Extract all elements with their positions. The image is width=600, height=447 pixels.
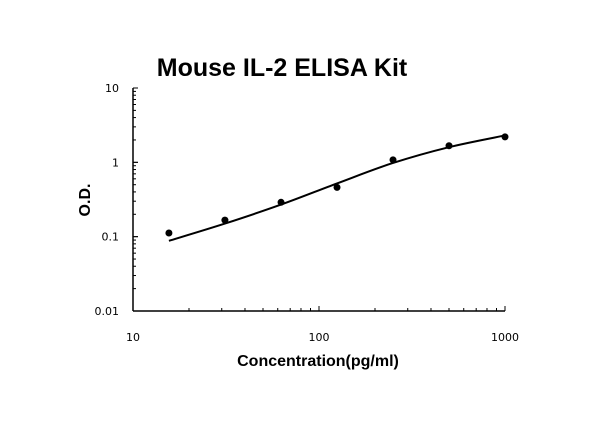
data-point xyxy=(221,216,229,224)
y-tick-label: 1 xyxy=(112,156,119,169)
data-points xyxy=(165,133,509,237)
y-tick-label: 0.01 xyxy=(95,305,120,318)
x-tick-label: 10 xyxy=(126,331,140,344)
y-axis-ticks xyxy=(133,87,138,312)
data-point xyxy=(445,142,453,150)
x-axis-tick-labels: 10 100 1000 xyxy=(126,331,519,344)
data-point xyxy=(333,183,341,191)
x-tick-label: 1000 xyxy=(491,331,519,344)
data-point xyxy=(389,156,397,164)
y-axis-tick-labels: 10 1 0.1 0.01 xyxy=(95,82,120,318)
y-axis-label: O.D. xyxy=(77,184,94,217)
x-tick-label: 100 xyxy=(309,331,330,344)
chart-title: Mouse IL-2 ELISA Kit xyxy=(157,54,408,82)
data-point xyxy=(277,198,285,206)
x-axis-label: Concentration(pg/ml) xyxy=(237,353,399,370)
data-point xyxy=(501,133,509,141)
y-tick-label: 10 xyxy=(105,82,119,95)
x-axis-ticks xyxy=(132,306,506,311)
y-tick-label: 0.1 xyxy=(102,231,120,244)
data-point xyxy=(165,229,173,237)
